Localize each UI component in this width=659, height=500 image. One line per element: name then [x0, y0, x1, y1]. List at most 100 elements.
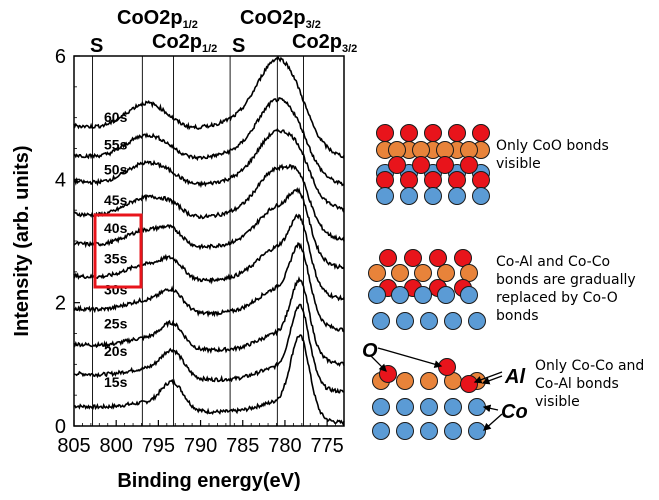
cobalt-atom — [372, 312, 390, 330]
cobalt-atom — [420, 312, 438, 330]
aluminum-atom — [460, 264, 478, 282]
cobalt-atom — [444, 422, 462, 440]
callout-arrow — [473, 371, 503, 384]
aluminum-atom — [414, 264, 432, 282]
x-ticks: 805 800 795 790 785 780 775 — [57, 420, 344, 457]
panel-text: Only Co-Co and — [535, 358, 644, 374]
aluminum-atom — [388, 141, 406, 159]
cobalt-atom — [420, 422, 438, 440]
curve-label: 30s — [104, 282, 128, 298]
panel-text: visible — [496, 156, 541, 172]
spectrum-55s — [73, 96, 345, 187]
cobalt-atom — [368, 286, 386, 304]
curve-label: 20s — [104, 343, 128, 359]
aluminum-atom — [460, 141, 478, 159]
peak-label: S — [232, 35, 245, 57]
y-tick-label: 0 — [55, 416, 66, 438]
peak-label: Co2p3/2 — [292, 31, 357, 55]
peak-label: Co2p1/2 — [152, 31, 217, 55]
curve-label: 35s — [104, 251, 128, 267]
cobalt-atom — [444, 398, 462, 416]
curve-label: 45s — [104, 192, 128, 208]
oxygen-atom — [400, 171, 418, 189]
x-tick-label: 780 — [268, 435, 301, 457]
cobalt-atom — [424, 187, 442, 205]
cobalt-atom — [472, 187, 490, 205]
panel-text: Co-Al and Co-Co — [496, 254, 610, 270]
x-tick-label: 790 — [184, 435, 217, 457]
oxygen-atom — [436, 156, 454, 174]
oxygen-atom — [448, 124, 466, 142]
oxygen-atom — [400, 124, 418, 142]
oxygen-atom — [388, 156, 406, 174]
oxygen-atom — [424, 171, 442, 189]
cobalt-atom — [372, 398, 390, 416]
spectrum-60s — [73, 56, 345, 159]
panel-text: visible — [535, 394, 580, 410]
spectrum-15s — [73, 334, 345, 426]
spectrum-25s — [73, 276, 345, 367]
panel-text: Co-Al bonds — [535, 376, 619, 392]
cobalt-atom — [391, 286, 409, 304]
spectrum-20s — [73, 303, 345, 394]
y-tick-label: 4 — [55, 169, 66, 191]
y-axis-title: Intensity (arb. units) — [11, 145, 33, 336]
x-tick-label: 805 — [57, 435, 90, 457]
cobalt-atom — [437, 286, 455, 304]
oxygen-atom — [448, 171, 466, 189]
spectrum-30s — [73, 242, 345, 333]
curve-label: 15s — [104, 374, 128, 390]
peak-label: CoO2p1/2 — [117, 7, 198, 31]
y-tick-label: 2 — [55, 293, 66, 315]
callout-arrow — [483, 413, 503, 431]
oxygen-atom — [376, 124, 394, 142]
cobalt-atom — [468, 398, 486, 416]
x-tick-label: 800 — [100, 435, 133, 457]
callout-arrow — [481, 375, 503, 385]
callout-arrow — [482, 404, 499, 413]
oxygen-atom — [454, 249, 472, 267]
cobalt-atom — [372, 422, 390, 440]
oxygen-atom — [404, 249, 422, 267]
x-tick-label: 775 — [310, 435, 343, 457]
aluminum-atom — [412, 141, 430, 159]
oxygen-atom — [460, 156, 478, 174]
x-tick-label: 785 — [226, 435, 259, 457]
y-tick-label: 6 — [55, 46, 66, 68]
peak-label: S — [90, 35, 103, 57]
panel-text: bonds — [496, 308, 539, 324]
spectrum-50s — [73, 127, 345, 213]
callout-aluminum: Al — [504, 366, 525, 388]
oxygen-atom — [379, 249, 397, 267]
peak-label: CoO2p3/2 — [240, 7, 321, 31]
panel-text: Only CoO bonds — [496, 138, 609, 154]
aluminum-atom — [420, 372, 438, 390]
oxygen-atom — [438, 358, 456, 376]
cobalt-atom — [468, 422, 486, 440]
cobalt-atom — [414, 286, 432, 304]
cobalt-atom — [400, 187, 418, 205]
callout-arrow — [369, 354, 387, 372]
curve-labels: 15s 20s 25s 30s 35s 40s 45s 50s 55s 60s — [104, 109, 128, 390]
cobalt-atom — [396, 312, 414, 330]
oxygen-atom — [472, 171, 490, 189]
atomic-schematics: Only CoO bonds visible Co-Al and Co-Co bond… — [362, 124, 644, 440]
panel-text: bonds are gradually — [496, 272, 636, 288]
curve-label: 40s — [104, 220, 128, 236]
curve-label: 60s — [104, 109, 128, 125]
callout-arrow — [377, 347, 443, 368]
y-ticks: 0 2 4 6 — [55, 46, 80, 438]
spectrum-40s — [73, 186, 345, 270]
spectrum-45s — [73, 163, 345, 242]
oxygen-atom — [379, 365, 397, 383]
cobalt-atom — [376, 187, 394, 205]
oxygen-atom — [472, 124, 490, 142]
cobalt-atom — [420, 398, 438, 416]
x-axis-title: Binding energy(eV) — [117, 470, 300, 492]
aluminum-atom — [368, 264, 386, 282]
spectrum-35s — [73, 213, 345, 302]
aluminum-atom — [437, 264, 455, 282]
callout-oxygen: O — [362, 340, 378, 362]
